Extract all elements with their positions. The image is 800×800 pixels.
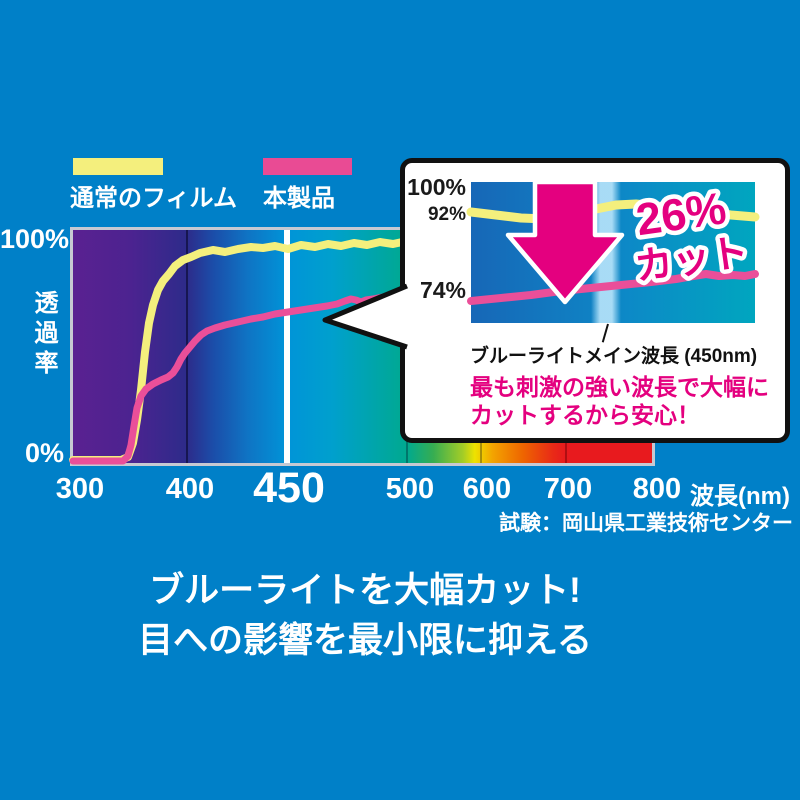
leader-line	[601, 323, 609, 343]
inset-label-100: 100%	[407, 174, 466, 200]
inset-label-74: 74%	[419, 277, 466, 303]
x-tick-400: 400	[165, 473, 215, 505]
y-axis-label-0: 0%	[24, 438, 64, 468]
legend-swatch-normal-film	[73, 158, 163, 175]
x-tick-450: 450	[253, 464, 325, 512]
x-tick-500: 500	[385, 473, 435, 505]
x-tick-600: 600	[462, 473, 512, 505]
inset-note-line1: 最も刺激の強い波長で大幅に	[470, 374, 769, 400]
x-axis-unit: 波長(nm)	[690, 483, 790, 510]
legend-label-normal-film: 通常のフィルム	[70, 185, 238, 212]
inset-curve-product	[467, 270, 759, 305]
inset-curves: 26% カット	[466, 178, 760, 305]
inset-callout: 100% 92% 74% 26% カット ブルーライトメイン波長 (450nm)…	[400, 158, 790, 443]
y-axis-label-100: 100%	[0, 224, 70, 254]
inset-note-line2: カットするから安心！	[470, 402, 700, 428]
test-credit: 試験：岡山県工業技術センター	[499, 512, 793, 535]
inset-mini-chart: 26% カット	[466, 178, 760, 323]
cut-badge: 26% カット	[628, 178, 756, 294]
x-tick-800: 800	[632, 473, 682, 505]
headline-line1: ブルーライトを大幅カット!	[149, 571, 581, 610]
down-arrow-icon	[505, 179, 625, 305]
x-tick-700: 700	[543, 473, 593, 505]
y-axis-title: 透過率	[30, 290, 57, 380]
inset-caption: ブルーライトメイン波長 (450nm)	[470, 346, 758, 367]
legend-swatch-product	[263, 158, 352, 175]
headline-line2: 目への影響を最小限に抑える	[138, 621, 592, 660]
callout-tail	[322, 283, 408, 350]
legend-label-product: 本製品	[263, 185, 335, 212]
inset-label-92: 92%	[427, 204, 466, 225]
inset-curve-normal-film	[466, 199, 760, 224]
x-tick-300: 300	[55, 473, 105, 505]
marker-line-450nm	[284, 230, 290, 463]
